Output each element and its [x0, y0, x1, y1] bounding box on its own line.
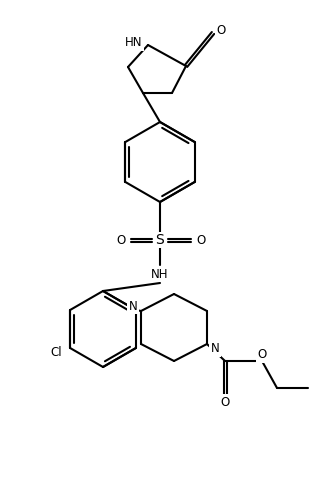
Text: S: S [156, 233, 164, 247]
Text: N: N [211, 342, 220, 356]
Text: HN: HN [125, 36, 143, 50]
Text: O: O [116, 234, 126, 246]
Text: NH: NH [151, 268, 169, 280]
Text: Cl: Cl [50, 346, 62, 360]
Text: O: O [196, 234, 206, 246]
Text: O: O [216, 24, 226, 36]
Text: O: O [220, 396, 230, 408]
Text: O: O [257, 348, 267, 362]
Text: N: N [129, 300, 137, 312]
